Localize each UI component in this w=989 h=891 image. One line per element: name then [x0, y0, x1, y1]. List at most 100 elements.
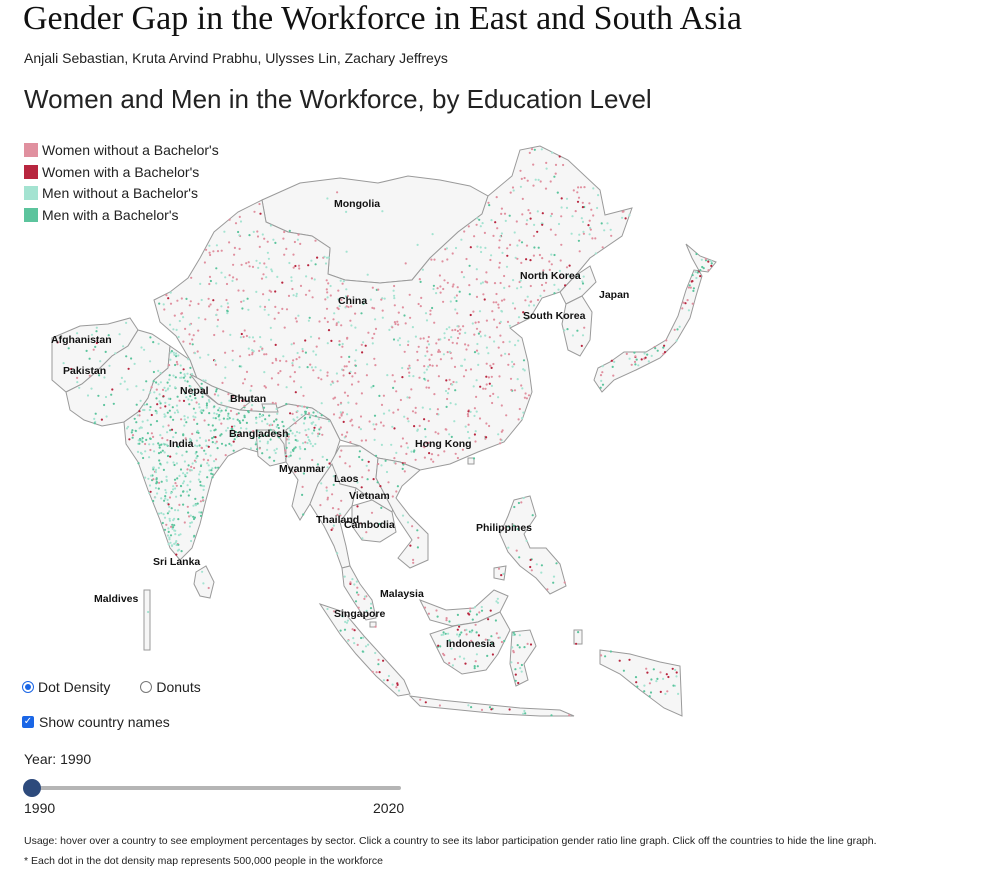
density-dot: [450, 435, 453, 438]
density-dot: [336, 380, 339, 383]
density-dot: [104, 350, 107, 353]
density-dot: [408, 374, 411, 378]
density-dot: [704, 257, 707, 260]
density-dot: [487, 618, 490, 621]
country-south-korea[interactable]: [561, 295, 593, 357]
density-dot: [448, 326, 451, 329]
density-dot: [599, 386, 602, 389]
label-vietnam: Vietnam: [349, 490, 390, 502]
density-dot: [174, 363, 177, 367]
density-dot: [516, 257, 519, 260]
density-dot: [226, 312, 229, 315]
show-country-names-label[interactable]: Show country names: [39, 714, 170, 730]
density-dot: [444, 632, 447, 635]
density-dot: [427, 612, 430, 615]
density-dot: [346, 337, 349, 340]
density-dot: [163, 413, 166, 416]
density-dot: [76, 381, 79, 384]
density-dot: [290, 276, 293, 279]
dot-layer: [56, 148, 713, 717]
density-dot: [304, 351, 307, 354]
density-dot: [294, 434, 297, 437]
density-dot: [208, 412, 211, 415]
density-dot: [196, 502, 199, 505]
country-sri-lanka[interactable]: [193, 565, 215, 599]
density-dot: [165, 491, 168, 494]
year-slider-track[interactable]: [30, 786, 401, 790]
year-slider-thumb[interactable]: [23, 779, 41, 797]
density-dot: [292, 253, 295, 256]
density-dot: [133, 417, 136, 420]
density-dot: [197, 403, 201, 406]
density-dot: [194, 444, 197, 447]
density-dot: [393, 294, 396, 297]
density-dot: [392, 411, 395, 414]
density-dot: [442, 353, 445, 356]
density-dot: [435, 609, 438, 612]
density-dot: [502, 341, 505, 344]
density-dot: [394, 322, 397, 326]
country-cambodia[interactable]: [351, 499, 397, 543]
density-dot: [182, 490, 185, 493]
density-dot: [277, 426, 280, 430]
density-dot: [601, 365, 604, 368]
density-dot: [393, 297, 396, 300]
density-dot: [269, 326, 272, 329]
density-dot: [158, 444, 161, 447]
country-hong-kong[interactable]: [467, 457, 475, 465]
country-thailand[interactable]: [309, 462, 357, 569]
density-dot: [393, 380, 396, 383]
density-dot: [481, 222, 484, 225]
density-dot: [473, 414, 476, 417]
density-dot: [267, 298, 271, 301]
density-dot: [290, 279, 293, 282]
density-dot: [610, 234, 613, 237]
country-japan[interactable]: [593, 243, 717, 393]
density-dot: [172, 488, 175, 491]
density-dot: [207, 459, 210, 462]
density-dot: [215, 267, 218, 270]
density-dot: [196, 445, 199, 448]
density-dot: [179, 376, 182, 379]
density-dot: [222, 330, 225, 333]
density-dot: [522, 311, 525, 314]
density-dot: [519, 169, 522, 172]
density-dot: [643, 352, 646, 355]
density-dot: [169, 351, 172, 354]
density-dot: [285, 308, 289, 311]
dot-density-label[interactable]: Dot Density: [38, 679, 111, 695]
view-mode-radio-group: Dot Density Donuts: [22, 678, 201, 696]
density-dot: [688, 284, 691, 287]
density-dot: [231, 395, 234, 398]
density-dot: [316, 463, 319, 466]
density-dot: [198, 436, 202, 439]
country-indonesia[interactable]: [318, 603, 683, 717]
density-dot: [357, 593, 360, 596]
density-dot: [173, 463, 176, 467]
label-malaysia: Malaysia: [380, 588, 424, 600]
density-dot: [162, 468, 165, 471]
density-dot: [192, 407, 195, 410]
country-maldives[interactable]: [143, 589, 151, 651]
density-dot: [503, 274, 506, 278]
density-dot: [428, 358, 431, 361]
density-dot: [88, 357, 91, 360]
donuts-radio[interactable]: [140, 681, 153, 693]
density-dot: [428, 364, 432, 367]
donuts-label[interactable]: Donuts: [156, 679, 201, 695]
density-dot: [499, 281, 502, 285]
country-vietnam[interactable]: [375, 457, 429, 569]
country-bhutan[interactable]: [261, 403, 279, 413]
density-dot: [592, 214, 595, 217]
country-malaysia[interactable]: [341, 565, 509, 627]
show-country-names-toggle[interactable]: ✓ Show country names: [22, 714, 170, 730]
density-dot: [544, 281, 548, 284]
dot-density-radio[interactable]: [22, 681, 34, 693]
density-dot: [365, 374, 368, 377]
show-country-names-checkbox[interactable]: ✓: [22, 716, 34, 728]
density-dot: [337, 307, 340, 311]
country-philippines[interactable]: [493, 495, 567, 595]
density-dot: [337, 298, 340, 301]
density-dot: [266, 240, 269, 243]
density-dot: [180, 550, 183, 553]
